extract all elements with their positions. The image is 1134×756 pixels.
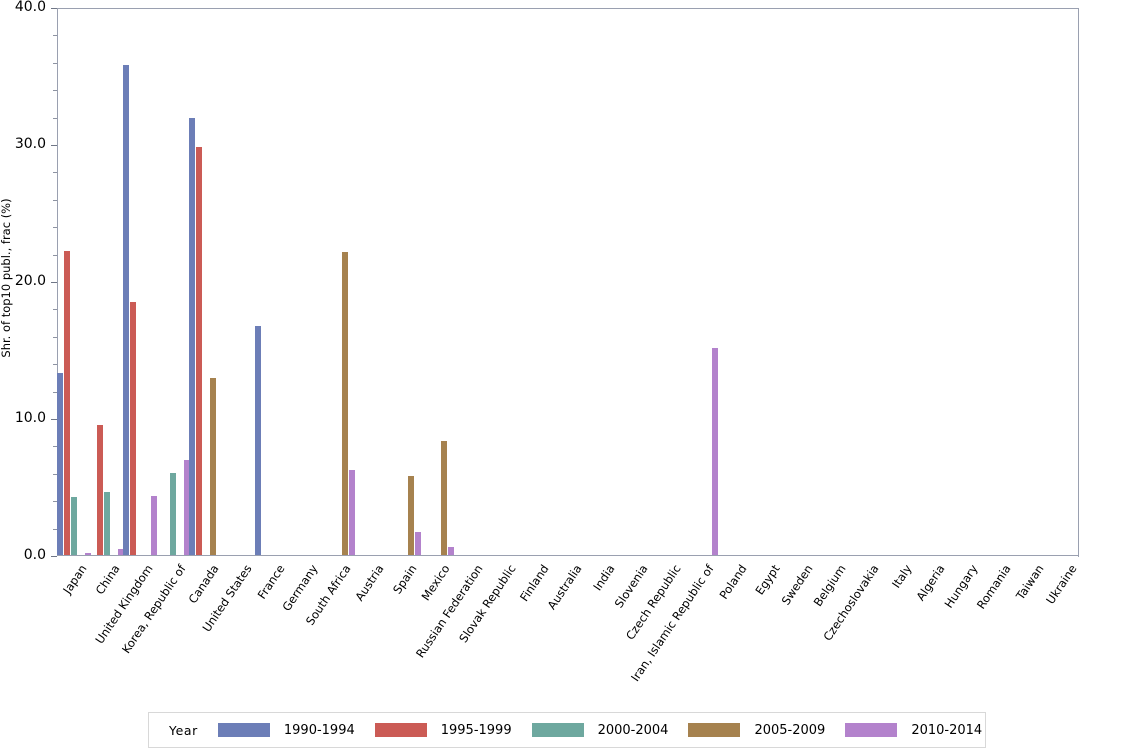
bar <box>104 491 111 555</box>
legend-label: 2010-2014 <box>911 722 983 738</box>
axis-right-cap <box>1078 8 1079 557</box>
bar <box>255 326 262 555</box>
bar <box>349 470 356 555</box>
legend-items: 1990-1994 1995-1999 2000-2004 2005-2009 2010… <box>217 722 1002 738</box>
bar <box>170 472 177 555</box>
legend-label: 2005-2009 <box>754 722 826 738</box>
legend-title: Year <box>169 722 198 738</box>
tick-mark <box>53 309 57 311</box>
x-axis-tick-label: Mexico <box>418 562 453 604</box>
tick-mark <box>51 8 57 9</box>
legend-swatch <box>688 723 741 737</box>
legend-item[interactable]: 2005-2009 <box>688 723 825 738</box>
tick-mark <box>53 446 57 448</box>
x-axis-tick-label: Algeria <box>913 562 948 604</box>
legend-swatch <box>374 723 427 737</box>
legend-label: 1995-1999 <box>440 722 512 738</box>
x-axis-tick-label: Taiwan <box>1012 562 1047 603</box>
y-axis-tick-label: 40.0 <box>14 0 46 15</box>
legend-item[interactable]: 1995-1999 <box>374 722 512 738</box>
bar <box>71 497 78 555</box>
plot-area <box>57 8 1079 556</box>
tick-mark <box>53 501 57 503</box>
tick-mark <box>53 199 57 201</box>
bar <box>130 301 137 555</box>
y-axis-tick-label: 10.0 <box>14 410 46 426</box>
bar <box>441 441 448 555</box>
y-axis-tick-label: 0.0 <box>23 547 46 563</box>
bar <box>408 475 415 555</box>
bar <box>118 548 125 555</box>
x-axis-tick-label: Finland <box>517 562 552 604</box>
y-axis-tick-label: 30.0 <box>14 136 46 152</box>
bar <box>415 531 422 555</box>
x-axis-tick-label: Japan <box>60 562 91 597</box>
bar <box>342 252 349 555</box>
legend-label: 1990-1994 <box>283 722 355 738</box>
tick-mark <box>53 473 57 475</box>
bar <box>711 348 718 555</box>
legend-item[interactable]: 1990-1994 <box>217 722 355 738</box>
legend-swatch <box>531 723 584 737</box>
legend: Year 1990-1994 1995-1999 2000-2004 2005-200… <box>148 712 986 748</box>
tick-mark <box>51 145 57 146</box>
bar <box>448 546 455 555</box>
bar <box>57 372 64 555</box>
tick-mark <box>53 254 57 256</box>
x-axis-tick-label: Egypt <box>752 562 783 598</box>
bar <box>151 496 158 555</box>
bar <box>123 64 130 555</box>
bar <box>184 460 191 555</box>
tick-mark <box>53 172 57 174</box>
y-axis-title: Shr. of top10 publ., frac (%) <box>0 198 13 358</box>
legend-item[interactable]: 2010-2014 <box>845 723 982 738</box>
bar <box>64 250 71 555</box>
y-axis-tick-label: 20.0 <box>14 273 46 289</box>
bar <box>210 378 217 555</box>
x-axis-tick-label: Spain <box>390 562 420 597</box>
bar <box>196 146 203 555</box>
axis-top-cap <box>57 8 1079 9</box>
tick-mark <box>51 419 57 420</box>
x-axis-tick-label: Korea, Republic of <box>119 562 189 656</box>
x-axis-tick-label: Italy <box>888 562 915 591</box>
bar <box>85 552 92 555</box>
tick-mark <box>53 117 57 119</box>
bar <box>97 424 104 555</box>
tick-mark <box>53 364 57 366</box>
x-axis-tick-label: China <box>93 562 124 598</box>
tick-mark <box>53 227 57 229</box>
tick-mark <box>53 90 57 92</box>
x-axis-tick-label: France <box>254 562 288 602</box>
tick-mark <box>51 282 57 283</box>
legend-item[interactable]: 2000-2004 <box>531 722 669 738</box>
tick-mark <box>51 556 57 557</box>
x-axis-tick-label: Ukraine <box>1042 562 1080 607</box>
legend-swatch <box>217 723 270 737</box>
bar <box>189 117 196 555</box>
x-axis-tick-label: Austria <box>352 562 387 604</box>
tick-mark <box>53 528 57 530</box>
tick-mark <box>53 62 57 64</box>
x-axis-tick-label: Poland <box>716 562 750 602</box>
tick-mark <box>53 35 57 37</box>
tick-mark <box>53 336 57 338</box>
x-axis-tick-label: India <box>590 562 618 594</box>
legend-label: 2000-2004 <box>597 722 669 738</box>
legend-swatch <box>845 723 898 737</box>
tick-mark <box>53 391 57 393</box>
